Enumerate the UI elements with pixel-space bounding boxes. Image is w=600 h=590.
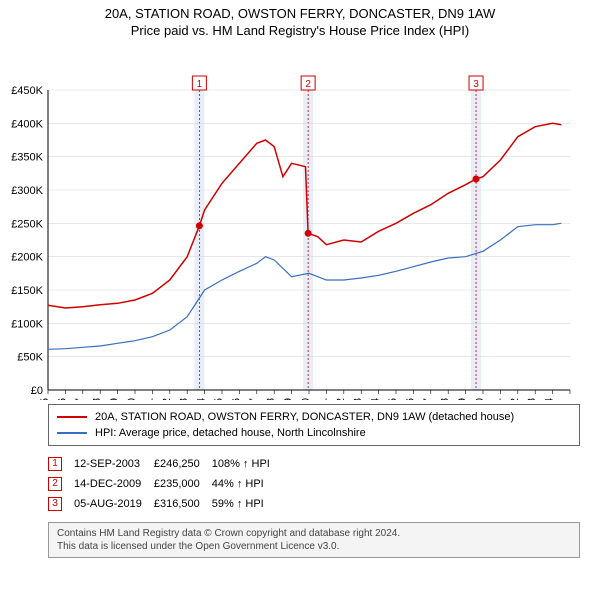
svg-text:2007: 2007	[248, 398, 260, 400]
svg-text:£400K: £400K	[11, 118, 43, 130]
svg-text:2000: 2000	[126, 398, 138, 400]
title-subtitle: Price paid vs. HM Land Registry's House …	[0, 23, 600, 40]
legend-row: 20A, STATION ROAD, OWSTON FERRY, DONCAST…	[57, 409, 571, 425]
svg-text:2015: 2015	[387, 398, 399, 400]
svg-text:£350K: £350K	[11, 151, 43, 163]
svg-text:2009: 2009	[283, 398, 295, 400]
svg-text:2003: 2003	[178, 398, 190, 400]
svg-text:2019: 2019	[457, 398, 469, 400]
svg-text:£250K: £250K	[11, 218, 43, 230]
sale-marker-2: 2	[48, 477, 62, 491]
svg-text:2006: 2006	[230, 398, 242, 400]
legend-label-hpi: HPI: Average price, detached house, Nort…	[95, 427, 366, 439]
attribution-line1: Contains HM Land Registry data © Crown c…	[57, 527, 571, 540]
sale-price: £235,000	[154, 474, 212, 494]
sales-table: 1 12-SEP-2003 £246,250 108% ↑ HPI 2 14-D…	[48, 454, 282, 514]
legend-label-property: 20A, STATION ROAD, OWSTON FERRY, DONCAST…	[95, 411, 514, 423]
legend-swatch-property	[57, 416, 87, 418]
attribution: Contains HM Land Registry data © Crown c…	[48, 522, 580, 558]
chart-container: 20A, STATION ROAD, OWSTON FERRY, DONCAST…	[0, 0, 600, 590]
svg-text:2022: 2022	[509, 398, 521, 400]
svg-text:£100K: £100K	[11, 318, 43, 330]
legend-swatch-hpi	[57, 432, 87, 434]
svg-text:2005: 2005	[213, 398, 225, 400]
svg-text:2023: 2023	[526, 398, 538, 400]
svg-text:£0: £0	[31, 385, 43, 397]
attribution-line2: This data is licensed under the Open Gov…	[57, 540, 571, 553]
svg-text:£450K: £450K	[11, 85, 43, 97]
svg-text:2014: 2014	[370, 398, 382, 400]
svg-text:2001: 2001	[143, 398, 155, 400]
svg-text:3: 3	[473, 79, 479, 90]
sale-marker-3: 3	[48, 497, 62, 511]
legend: 20A, STATION ROAD, OWSTON FERRY, DONCAST…	[48, 404, 580, 446]
svg-text:£150K: £150K	[11, 285, 43, 297]
sale-date: 05-AUG-2019	[74, 494, 154, 514]
sale-price: £246,250	[154, 454, 212, 474]
legend-row: HPI: Average price, detached house, Nort…	[57, 425, 571, 441]
svg-text:£50K: £50K	[17, 351, 43, 363]
svg-text:2012: 2012	[335, 398, 347, 400]
sale-price: £316,500	[154, 494, 212, 514]
sale-date: 12-SEP-2003	[74, 454, 154, 474]
title-address: 20A, STATION ROAD, OWSTON FERRY, DONCAST…	[0, 6, 600, 23]
svg-text:£200K: £200K	[11, 251, 43, 263]
svg-text:1998: 1998	[91, 398, 103, 400]
sale-row: 1 12-SEP-2003 £246,250 108% ↑ HPI	[48, 454, 282, 474]
sale-hpi-delta: 44% ↑ HPI	[212, 474, 282, 494]
svg-text:2024: 2024	[544, 398, 556, 400]
svg-text:1995: 1995	[39, 398, 51, 400]
svg-text:1997: 1997	[74, 398, 86, 400]
svg-text:2021: 2021	[491, 398, 503, 400]
sale-row: 2 14-DEC-2009 £235,000 44% ↑ HPI	[48, 474, 282, 494]
svg-text:2016: 2016	[404, 398, 416, 400]
svg-text:2020: 2020	[474, 398, 486, 400]
title-block: 20A, STATION ROAD, OWSTON FERRY, DONCAST…	[0, 0, 600, 40]
sale-hpi-delta: 108% ↑ HPI	[212, 454, 282, 474]
svg-text:2017: 2017	[422, 398, 434, 400]
svg-text:2010: 2010	[300, 398, 312, 400]
svg-text:2008: 2008	[265, 398, 277, 400]
svg-text:2: 2	[305, 79, 311, 90]
svg-text:1999: 1999	[109, 398, 121, 400]
chart-svg: £0 £50K £100K £150K £200K £250K £300K £350K £400…	[0, 40, 600, 400]
svg-text:2018: 2018	[439, 398, 451, 400]
svg-text:£300K: £300K	[11, 185, 43, 197]
svg-text:1996: 1996	[56, 398, 68, 400]
svg-text:2002: 2002	[161, 398, 173, 400]
svg-text:2004: 2004	[196, 398, 208, 400]
sale-hpi-delta: 59% ↑ HPI	[212, 494, 282, 514]
sale-row: 3 05-AUG-2019 £316,500 59% ↑ HPI	[48, 494, 282, 514]
sale-marker-1: 1	[48, 457, 62, 471]
svg-text:2013: 2013	[352, 398, 364, 400]
sale-date: 14-DEC-2009	[74, 474, 154, 494]
svg-text:2011: 2011	[317, 398, 329, 400]
svg-text:1: 1	[197, 79, 203, 90]
